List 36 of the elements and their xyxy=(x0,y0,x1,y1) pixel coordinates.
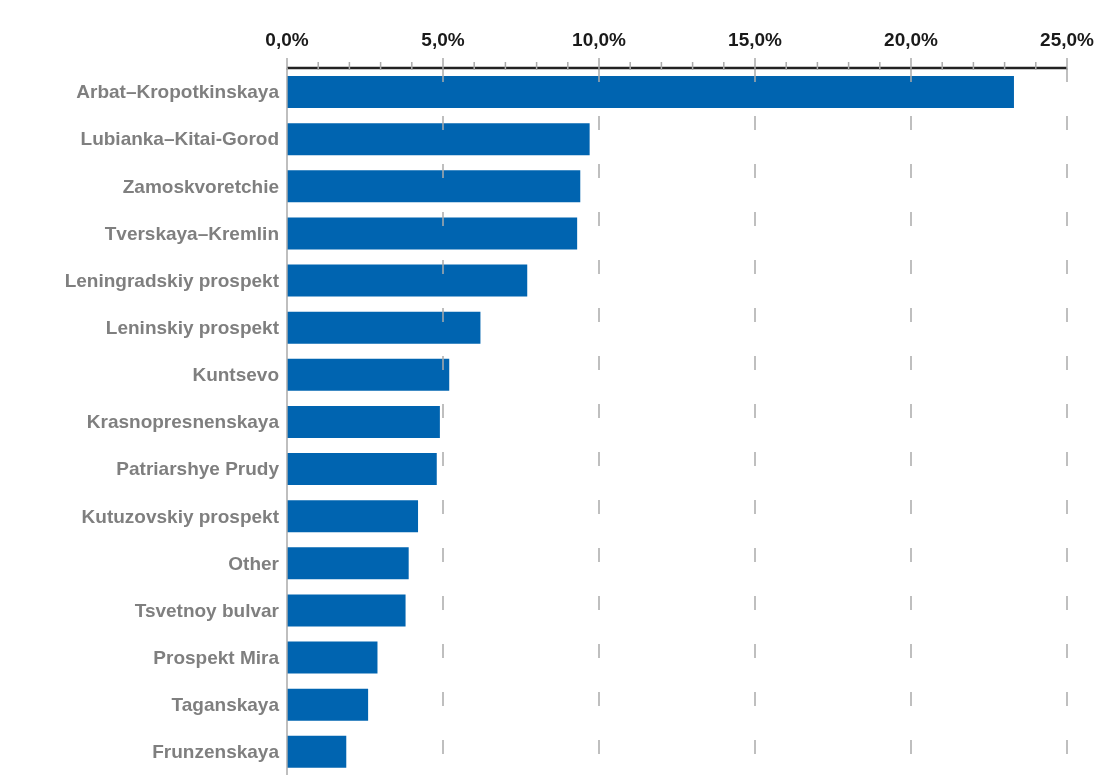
bar xyxy=(287,123,590,156)
y-tick-label: Lubianka–Kitai-Gorod xyxy=(80,128,279,150)
bar xyxy=(287,594,406,627)
x-tick-label: 20,0% xyxy=(884,29,939,50)
bar xyxy=(287,217,578,250)
bar xyxy=(287,735,347,768)
bar xyxy=(287,405,440,438)
y-tick-label: Patriarshye Prudy xyxy=(116,458,280,480)
y-tick-label: Zamoskvoretchie xyxy=(122,175,279,197)
bar xyxy=(287,311,481,344)
x-tick-label: 15,0% xyxy=(728,29,783,50)
bar xyxy=(287,547,409,580)
y-tick-label: Tsvetnoy bulvar xyxy=(134,599,280,621)
y-tick-label: Kutuzovskiy prospekt xyxy=(81,505,280,527)
y-tick-label: Leningradskiy prospekt xyxy=(64,269,280,291)
bar xyxy=(287,453,437,486)
y-tick-label: Kuntsevo xyxy=(192,364,279,386)
y-tick-label: Krasnopresnenskaya xyxy=(86,411,280,433)
bar xyxy=(287,641,378,674)
y-tick-label: Tverskaya–Kremlin xyxy=(104,222,279,244)
bar xyxy=(287,170,581,203)
y-tick-label: Frunzenskaya xyxy=(152,741,280,763)
x-tick-label: 10,0% xyxy=(572,29,627,50)
y-tick-label: Arbat–Kropotkinskaya xyxy=(76,81,280,103)
bar xyxy=(287,500,419,533)
bar xyxy=(287,76,1014,108)
x-tick-label: 0,0% xyxy=(265,29,309,50)
bar xyxy=(287,688,369,721)
y-tick-label: Leninskiy prospekt xyxy=(105,316,280,338)
y-tick-label: Taganskaya xyxy=(171,694,280,716)
y-tick-label: Prospekt Mira xyxy=(153,646,280,668)
x-tick-label: 25,0% xyxy=(1040,29,1095,50)
bar xyxy=(287,358,450,391)
y-tick-label: Other xyxy=(228,552,280,574)
x-tick-label: 5,0% xyxy=(421,29,465,50)
bar xyxy=(287,264,528,297)
